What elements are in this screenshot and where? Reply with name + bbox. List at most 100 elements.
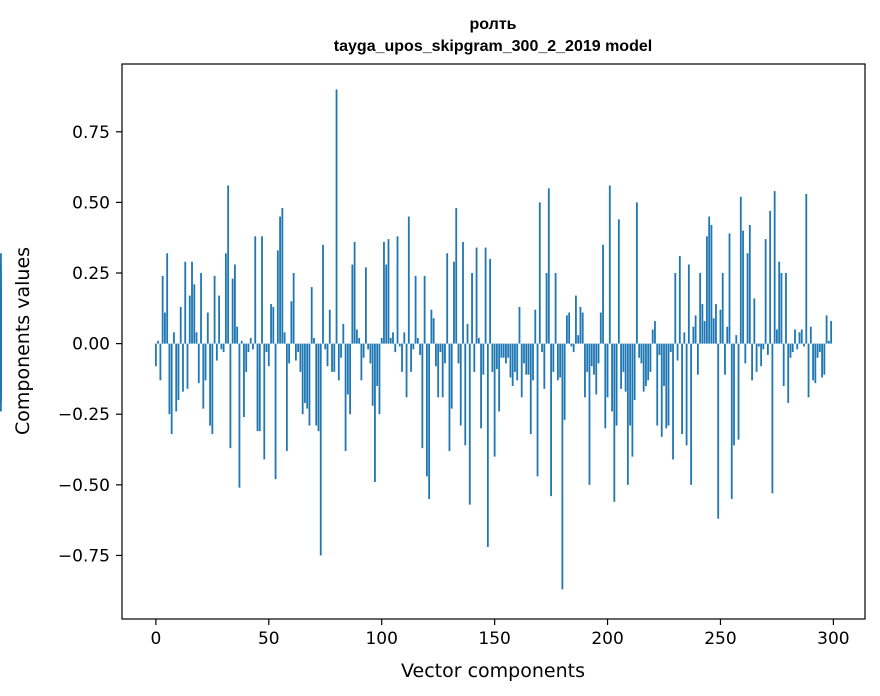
bar — [421, 343, 424, 449]
bar — [288, 343, 291, 364]
bar — [177, 343, 180, 401]
bar — [290, 301, 293, 344]
y-tick-label: −0.75 — [58, 546, 110, 566]
bar — [543, 343, 546, 389]
bar — [769, 210, 772, 344]
bar — [590, 343, 593, 367]
bar — [814, 343, 817, 384]
bar — [789, 343, 792, 358]
x-tick-label: 300 — [817, 629, 849, 649]
bar — [545, 273, 548, 344]
bar — [656, 343, 659, 426]
bar — [168, 343, 171, 415]
bar — [663, 343, 665, 386]
bar — [699, 273, 702, 344]
bar — [423, 275, 426, 344]
bar — [676, 343, 679, 361]
bar — [631, 343, 634, 457]
bar — [265, 343, 268, 353]
bar — [606, 343, 609, 398]
bar-series — [0, 89, 833, 590]
bar — [787, 343, 790, 403]
bar — [509, 343, 512, 378]
x-tick-label: 150 — [478, 629, 510, 649]
bar — [405, 343, 408, 398]
bar — [435, 343, 437, 367]
bar — [197, 343, 200, 384]
bar — [308, 343, 311, 426]
bar — [236, 326, 239, 344]
bar — [766, 343, 769, 355]
bar — [276, 250, 279, 344]
bar — [249, 337, 252, 344]
bar — [674, 273, 677, 344]
bar — [319, 343, 322, 556]
bar — [575, 295, 577, 344]
bar — [760, 343, 763, 367]
bar — [554, 273, 557, 344]
bar — [685, 343, 688, 446]
bar — [678, 256, 681, 344]
bar — [669, 343, 672, 353]
bar — [256, 343, 259, 432]
bar — [776, 329, 778, 344]
bar — [231, 278, 234, 344]
bar — [322, 244, 324, 344]
bar — [245, 343, 248, 372]
bar — [331, 343, 333, 372]
bar — [647, 343, 650, 381]
bar — [755, 343, 758, 372]
bar — [337, 343, 340, 381]
y-tick-label: 0.00 — [72, 335, 110, 355]
bar — [805, 193, 808, 344]
bar — [234, 264, 236, 344]
bar — [733, 343, 735, 446]
bar — [195, 332, 198, 344]
x-tick-label: 100 — [365, 629, 397, 649]
bar — [638, 343, 641, 358]
bar — [791, 343, 794, 353]
bar — [516, 343, 519, 381]
bar — [358, 337, 361, 344]
bar — [565, 315, 568, 344]
bar — [712, 318, 715, 344]
bar — [477, 337, 480, 344]
bar — [450, 343, 453, 409]
bar — [416, 337, 419, 344]
bar — [328, 309, 331, 344]
bar — [559, 343, 562, 378]
bar — [523, 343, 525, 364]
bar — [410, 343, 412, 372]
bar — [213, 275, 216, 344]
bar — [568, 312, 571, 344]
bar — [771, 343, 774, 494]
bar — [563, 343, 566, 420]
bar — [724, 343, 726, 375]
bar — [254, 236, 257, 344]
bar — [818, 343, 821, 353]
bar — [279, 216, 281, 344]
bar — [613, 343, 616, 502]
y-axis-ticks: −0.75 −0.50 −0.25 0.00 0.25 0.50 0.75 — [58, 123, 122, 566]
bar — [453, 261, 455, 344]
bar — [561, 343, 564, 590]
bar — [360, 343, 363, 381]
bar — [482, 343, 485, 375]
bar — [480, 343, 482, 429]
y-tick-label: 0.75 — [72, 123, 110, 143]
bar — [672, 343, 674, 460]
bar — [371, 343, 374, 406]
bar — [602, 244, 604, 344]
bar — [186, 343, 189, 389]
bar — [586, 343, 589, 372]
bar — [721, 273, 724, 344]
bar — [263, 343, 266, 460]
bar — [313, 337, 315, 344]
bar — [193, 284, 196, 344]
bar — [654, 321, 656, 344]
bar — [730, 343, 733, 499]
bar — [640, 343, 643, 364]
bar — [0, 343, 2, 403]
bar — [626, 343, 629, 485]
bar — [577, 335, 580, 344]
